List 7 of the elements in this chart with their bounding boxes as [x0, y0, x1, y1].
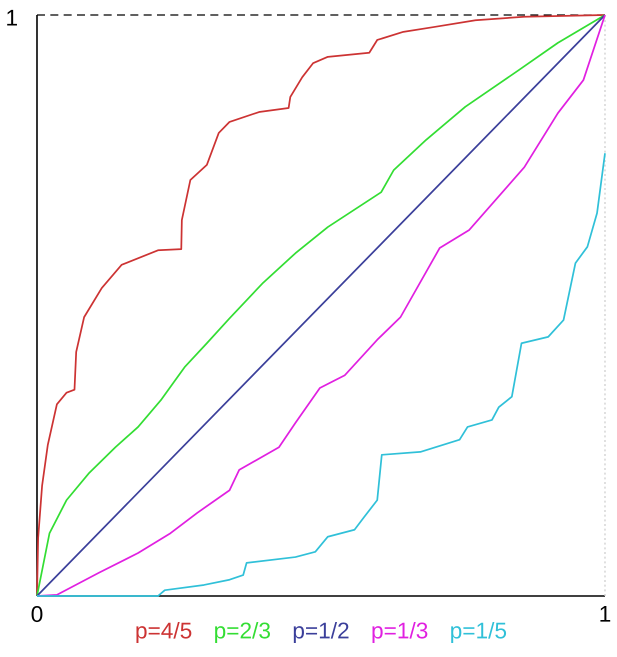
text: p=1/5: [451, 622, 506, 644]
text: p=1/2: [294, 622, 349, 644]
text: 1: [7, 10, 17, 26]
text: p=2/3: [215, 622, 270, 644]
text: p=1/3: [372, 622, 428, 644]
text: p=4/5: [136, 622, 192, 644]
x-tick-label: 0: [32, 606, 42, 622]
